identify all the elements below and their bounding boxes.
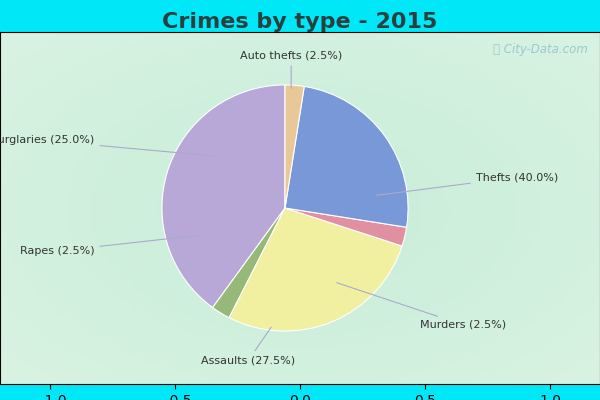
Text: Assaults (27.5%): Assaults (27.5%) [201,327,295,366]
Text: Murders (2.5%): Murders (2.5%) [337,283,506,330]
Wedge shape [285,85,304,208]
Text: ⓘ City-Data.com: ⓘ City-Data.com [493,42,588,56]
Wedge shape [162,85,285,308]
Wedge shape [212,208,285,318]
Text: Burglaries (25.0%): Burglaries (25.0%) [0,135,215,156]
Text: Crimes by type - 2015: Crimes by type - 2015 [163,12,437,32]
Wedge shape [285,86,408,227]
Wedge shape [285,208,407,246]
Wedge shape [229,208,402,331]
Text: Thefts (40.0%): Thefts (40.0%) [376,172,558,195]
Text: Auto thefts (2.5%): Auto thefts (2.5%) [240,50,342,88]
Text: Rapes (2.5%): Rapes (2.5%) [20,235,199,256]
